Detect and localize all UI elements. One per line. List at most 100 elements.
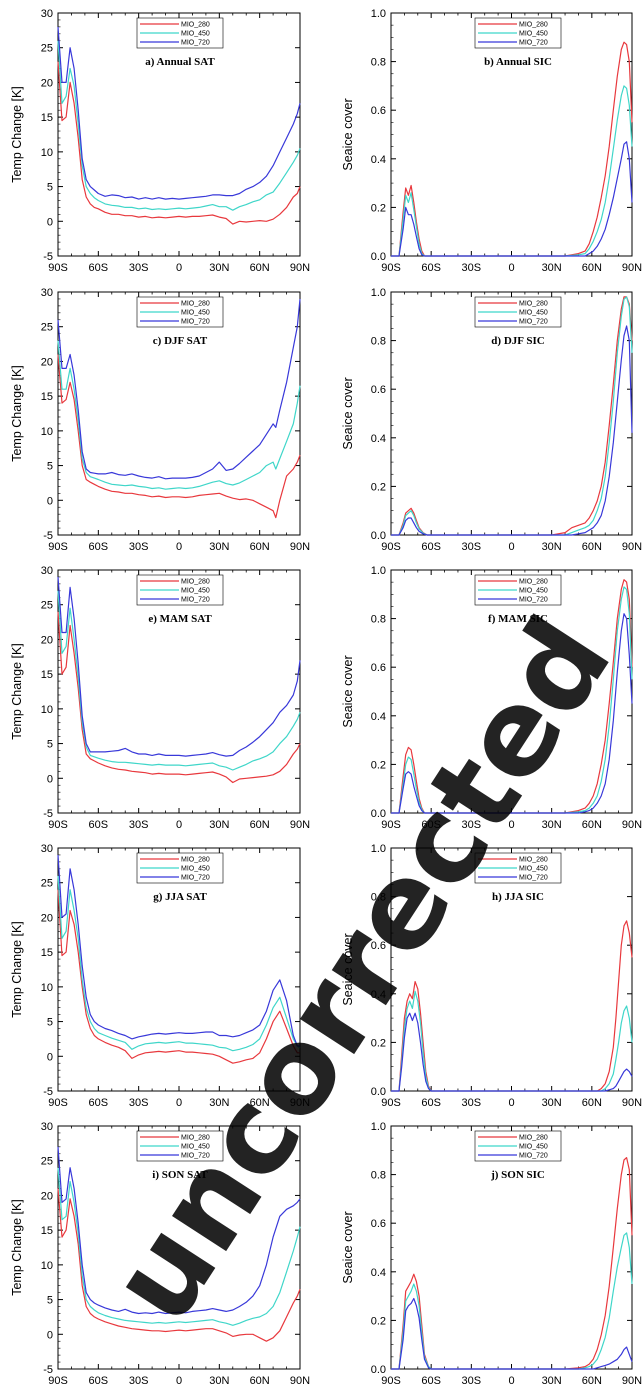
- y-tick-label: 0.2: [371, 1037, 386, 1049]
- y-tick-label: 0: [47, 1051, 53, 1063]
- x-tick-label: 30S: [129, 819, 149, 831]
- x-tick-label: 30S: [462, 262, 482, 274]
- legend-label: MIO_450: [519, 1144, 548, 1151]
- panel-title: g) JJA SAT: [153, 891, 207, 903]
- y-tick-label: 25: [41, 322, 53, 334]
- x-tick-label: 60N: [250, 541, 270, 553]
- y-tick-label: 15: [41, 391, 53, 403]
- legend: MIO_280 MIO_450 MIO_720: [474, 296, 562, 328]
- legend-label: MIO_450: [519, 310, 548, 317]
- x-tick-label: 30N: [209, 541, 229, 553]
- legend-label: MIO_280: [519, 301, 548, 308]
- series-line-mio-450: [391, 296, 633, 536]
- legend: MIO_280 MIO_450 MIO_720: [474, 574, 562, 606]
- series-line-mio-720: [391, 613, 633, 814]
- x-tick-label: 30N: [542, 1375, 562, 1387]
- x-tick-label: 60N: [582, 1097, 602, 1109]
- x-tick-label: 30N: [542, 262, 562, 274]
- series-line-mio-450: [391, 1232, 633, 1370]
- x-tick-label: 0: [176, 541, 182, 553]
- series-line-mio-450: [391, 586, 633, 814]
- legend: MIO_280 MIO_450 MIO_720: [136, 296, 224, 328]
- legend-label: MIO_450: [519, 31, 548, 38]
- panel-5: 90S 60S 30S 0 30N 60N 90N 30 25 20 15 10 5 0 -5 Temp Ch…: [10, 565, 310, 831]
- y-axis-label: Seaice cover: [341, 98, 355, 170]
- y-tick-label: -5: [43, 251, 53, 263]
- x-tick-label: 60S: [89, 541, 109, 553]
- x-tick-label: 90N: [290, 262, 310, 274]
- x-tick-label: 30N: [542, 819, 562, 831]
- x-tick-label: 90S: [48, 819, 68, 831]
- series-line-mio-280: [391, 579, 633, 814]
- panel-title: e) MAM SAT: [148, 613, 212, 625]
- y-tick-label: 20: [41, 912, 53, 924]
- series-line-mio-280: [391, 41, 633, 257]
- panel-4: 90S 60S 30S 0 30N 60N 90N 1.0 0.8 0.6 0.4 0.2 0.0 Sea…: [341, 287, 642, 553]
- x-tick-label: 60N: [250, 1375, 270, 1387]
- y-tick-label: 1.0: [371, 1121, 386, 1133]
- x-tick-label: 60N: [582, 1375, 602, 1387]
- y-tick-label: 15: [41, 669, 53, 681]
- x-tick-label: 60N: [250, 819, 270, 831]
- series-line-mio-450: [57, 875, 301, 1052]
- legend: MIO_280 MIO_450 MIO_720: [136, 852, 224, 884]
- y-tick-label: -5: [43, 808, 53, 820]
- y-tick-label: 1.0: [371, 565, 386, 577]
- x-tick-label: 0: [508, 262, 514, 274]
- x-tick-label: 90N: [290, 1375, 310, 1387]
- y-tick-label: 10: [41, 1260, 53, 1272]
- y-tick-label: 15: [41, 1225, 53, 1237]
- y-tick-label: 25: [41, 1156, 53, 1168]
- legend: MIO_280 MIO_450 MIO_720: [136, 17, 224, 49]
- y-tick-label: 0.8: [371, 892, 386, 904]
- x-tick-label: 30N: [209, 262, 229, 274]
- legend-label: MIO_720: [519, 40, 548, 47]
- y-tick-label: 0.8: [371, 57, 386, 69]
- x-tick-label: 30N: [542, 541, 562, 553]
- legend-box: [474, 1130, 562, 1162]
- x-tick-label: 90S: [381, 1375, 401, 1387]
- x-tick-label: 60S: [421, 819, 441, 831]
- x-tick-label: 90S: [381, 819, 401, 831]
- y-tick-label: 0.2: [371, 1315, 386, 1327]
- y-tick-label: 5: [47, 1017, 53, 1029]
- y-axis-label: Seaice cover: [341, 933, 355, 1005]
- series-line-mio-280: [57, 1188, 301, 1342]
- y-tick-label: 30: [41, 1121, 53, 1133]
- x-tick-label: 30S: [129, 541, 149, 553]
- x-tick-label: 60S: [421, 541, 441, 553]
- legend-label: MIO_280: [181, 579, 210, 586]
- y-tick-label: 0: [47, 773, 53, 785]
- series-line-mio-280: [57, 354, 301, 519]
- panel-6: 90S 60S 30S 0 30N 60N 90N 1.0 0.8 0.6 0.4 0.2 0.0 Sea…: [341, 565, 642, 831]
- y-axis-label: Temp Change [K]: [10, 921, 24, 1018]
- watermark-text: uncorrected: [83, 594, 638, 1345]
- y-tick-label: 0.8: [371, 1170, 386, 1182]
- x-tick-label: 30S: [129, 1097, 149, 1109]
- legend-label: MIO_720: [181, 319, 210, 326]
- x-tick-label: 30S: [462, 819, 482, 831]
- series-line-mio-280: [57, 611, 301, 784]
- series-line-mio-720: [57, 576, 301, 757]
- x-tick-label: 90N: [622, 819, 642, 831]
- series-line-mio-720: [391, 1012, 633, 1092]
- panel-9: 90S 60S 30S 0 30N 60N 90N 30 25 20 15 10 5 0 -5 Temp Ch…: [10, 1121, 310, 1387]
- x-tick-label: 30S: [129, 1375, 149, 1387]
- x-tick-label: 90N: [622, 1097, 642, 1109]
- y-tick-label: 0.4: [371, 989, 386, 1001]
- plot-frame: [390, 12, 633, 257]
- panel-8: 90S 60S 30S 0 30N 60N 90N 1.0 0.8 0.6 0.4 0.2 0.0 Sea…: [341, 843, 642, 1109]
- series-line-mio-720: [391, 325, 633, 536]
- legend-label: MIO_280: [519, 579, 548, 586]
- x-tick-label: 30N: [209, 819, 229, 831]
- x-tick-label: 0: [176, 1375, 182, 1387]
- x-tick-label: 60S: [421, 1375, 441, 1387]
- legend-label: MIO_720: [519, 1153, 548, 1160]
- y-axis-label: Seaice cover: [341, 377, 355, 449]
- legend-label: MIO_280: [181, 857, 210, 864]
- x-tick-label: 60S: [421, 1097, 441, 1109]
- y-axis-label: Temp Change [K]: [10, 1199, 24, 1296]
- y-tick-label: 30: [41, 843, 53, 855]
- y-tick-label: 0.2: [371, 202, 386, 214]
